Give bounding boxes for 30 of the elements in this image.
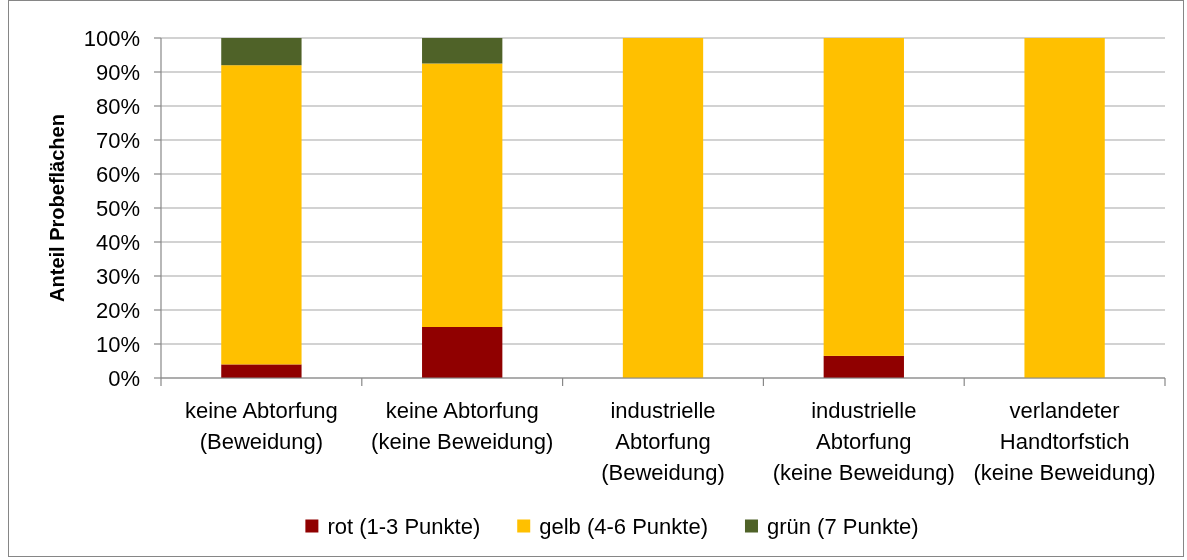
x-tick-label: keine Abtorfung (keine Beweidung) xyxy=(371,398,554,454)
y-tick-label: 70% xyxy=(95,127,140,153)
bar xyxy=(622,38,704,378)
y-tick-label: 10% xyxy=(95,331,140,357)
y-tick-label: 20% xyxy=(95,297,140,323)
bar xyxy=(422,38,503,64)
bar xyxy=(221,364,302,378)
legend-label: grün (7 Punkte) xyxy=(766,513,919,539)
y-tick-label: 80% xyxy=(95,93,140,119)
x-tick-label: verlandeter Handtorfstich (keine Beweidung) xyxy=(973,398,1156,485)
y-tick-label: 30% xyxy=(95,263,140,289)
y-tick-label: 0% xyxy=(108,365,140,391)
legend-label: gelb (4-6 Punkte) xyxy=(539,513,708,539)
y-tick-label: 50% xyxy=(95,195,140,221)
x-tick-label: industrielle Abtorfung (Beweidung) xyxy=(601,398,725,485)
x-tick-label: industrielle Abtorfung (keine Beweidung) xyxy=(772,398,955,485)
y-axis-title: Anteil Probeflächen xyxy=(46,114,68,302)
y-tick-label: 60% xyxy=(95,161,140,187)
bar xyxy=(823,355,904,378)
x-tick-label: keine Abtorfung (Beweidung) xyxy=(184,398,338,454)
bar xyxy=(422,327,503,378)
bar xyxy=(221,38,302,66)
bar xyxy=(823,38,904,356)
y-tick-label: 40% xyxy=(95,229,140,255)
y-tick-label: 90% xyxy=(95,59,140,85)
bar xyxy=(1024,38,1105,378)
bar xyxy=(422,63,503,327)
y-tick-label: 100% xyxy=(83,25,140,51)
bar xyxy=(221,65,302,365)
legend-label: rot (1-3 Punkte) xyxy=(327,513,481,539)
